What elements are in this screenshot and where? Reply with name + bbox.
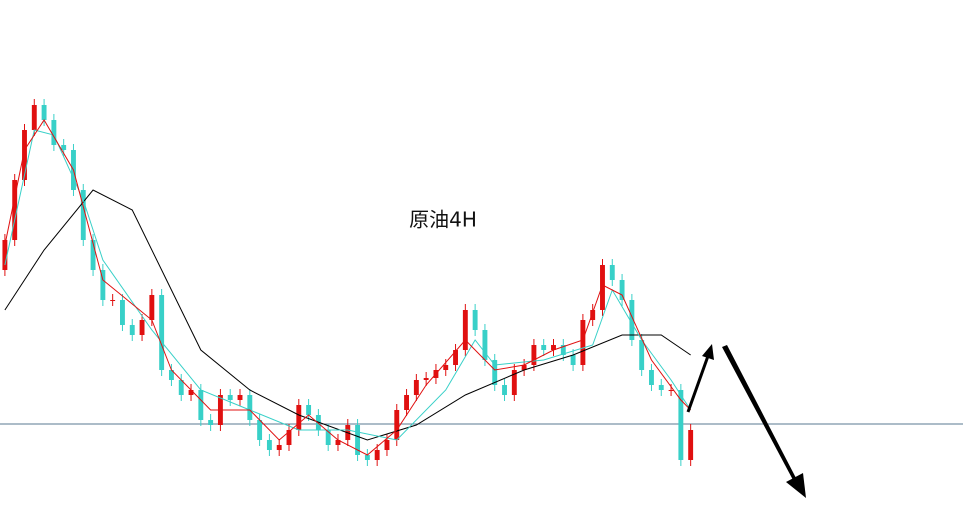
candle-body [198, 390, 204, 420]
candle-body [110, 300, 116, 301]
candle-body [364, 455, 370, 460]
moving-average-line [4, 129, 692, 441]
candle-body [688, 430, 694, 460]
candle-body [276, 445, 282, 450]
candle-body [649, 370, 654, 385]
candle-body [257, 420, 263, 440]
candle-body [531, 345, 537, 365]
candle-body [511, 370, 517, 395]
candle-body [247, 395, 253, 420]
candle-body [541, 345, 547, 350]
candle-body [325, 430, 331, 445]
arrow-up-line [686, 355, 710, 413]
candle-body [2, 240, 8, 270]
candle-body [462, 310, 468, 350]
moving-average-line [4, 189, 691, 441]
candle-body [560, 345, 566, 355]
candle-body [208, 420, 214, 425]
candle-body [335, 440, 341, 445]
arrows [686, 344, 806, 498]
candle-body [502, 385, 507, 395]
candle-body [600, 265, 605, 310]
chart-title: 原油4H [409, 208, 477, 232]
candle-body [355, 425, 361, 455]
candle-body [168, 370, 174, 380]
candle-body [443, 365, 449, 370]
candle-body [296, 405, 302, 430]
arrow-up-head [702, 344, 714, 360]
candle-body [61, 145, 67, 150]
candle-body [12, 180, 18, 240]
candle-body [266, 440, 272, 450]
candle-body [90, 240, 96, 270]
candle-body [404, 395, 410, 410]
candle-body [31, 105, 37, 130]
candle-body [453, 350, 458, 365]
candle-body [22, 130, 27, 180]
candle-body [374, 450, 380, 460]
plot-area [0, 99, 963, 466]
candle-body [159, 295, 165, 370]
candle-body [590, 310, 596, 320]
candle-body [149, 295, 155, 320]
candle-body [639, 340, 645, 370]
moving-average-line [4, 119, 692, 456]
candle-body [609, 265, 615, 280]
candle-body [100, 270, 106, 300]
candle-body [580, 320, 586, 365]
candle-body [306, 405, 312, 415]
candle-body [678, 390, 684, 460]
candle-body [658, 385, 664, 390]
candle-body [551, 345, 556, 350]
candle-body [492, 360, 498, 385]
candle-body [286, 430, 292, 445]
candle-body [413, 380, 419, 395]
candle-body [423, 378, 429, 380]
candle-body [394, 410, 400, 440]
arrow-down-line [722, 345, 796, 480]
arrow-down-head [786, 473, 806, 498]
candle-body [521, 365, 527, 370]
candle-body [384, 440, 390, 450]
candle-body [188, 390, 194, 395]
candle-body [80, 190, 86, 240]
candle-body [629, 300, 635, 340]
candle-body [472, 310, 478, 330]
candle-body [482, 330, 488, 360]
candle-body [178, 380, 184, 395]
candle-body [570, 355, 576, 365]
candle-body [139, 320, 145, 335]
candle-body [619, 280, 625, 300]
candle-body [120, 300, 125, 325]
candle-body [51, 120, 57, 145]
candle-body [237, 395, 243, 400]
candle-body [129, 325, 135, 335]
candle-body [227, 395, 233, 400]
candle-body [41, 105, 47, 120]
candle-body [668, 390, 674, 391]
